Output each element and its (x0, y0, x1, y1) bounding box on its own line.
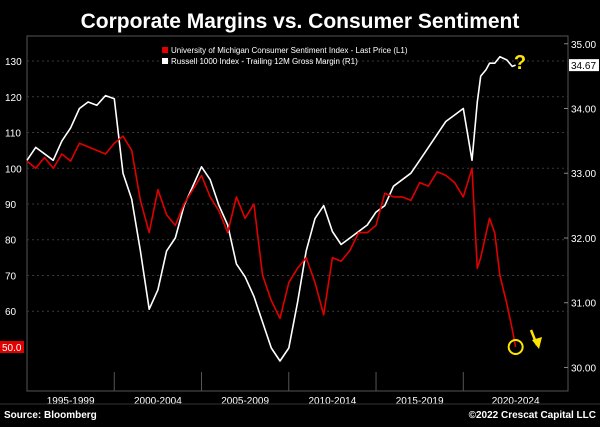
margin-line (26, 55, 516, 362)
right-tick-label: 33.00 (571, 169, 596, 180)
down-arrow-icon (529, 329, 542, 349)
right-axis: 30.00 31.00 32.00 33.00 34.00 35.00 (564, 40, 596, 374)
last-value-margin: 34.67 (571, 61, 596, 72)
sentiment-line (26, 135, 517, 348)
copyright-note: ©2022 Crescat Capital LLC (469, 410, 596, 421)
x-period-label: 2015-2019 (396, 396, 444, 407)
legend: University of Michigan Consumer Sentimen… (162, 46, 408, 66)
right-tick-label: 35.00 (571, 40, 596, 51)
x-period-label: 1995-1999 (47, 396, 95, 407)
legend-label-sentiment: University of Michigan Consumer Sentimen… (171, 46, 408, 55)
left-tick-label: 70 (5, 271, 17, 282)
x-period-label: 2020-2024 (492, 396, 540, 407)
left-tick-label: 110 (5, 129, 21, 140)
right-tick-label: 30.00 (571, 363, 596, 374)
plot-frame (26, 35, 569, 392)
right-tick-label: 34.00 (571, 105, 596, 116)
left-tick-label: 80 (5, 236, 17, 247)
chart-title: Corporate Margins vs. Consumer Sentiment (81, 10, 520, 33)
x-axis: 1995-1999 2000-2004 2005-2009 2010-2014 2015… (47, 372, 540, 407)
left-tick-label: 120 (5, 93, 22, 104)
left-tick-label: 90 (5, 200, 17, 211)
right-tick-label: 32.00 (571, 234, 596, 245)
legend-swatch-margin (162, 58, 168, 64)
series-lines (26, 55, 517, 362)
source-note: Source: Bloomberg (4, 410, 97, 421)
legend-label-margin: Russell 1000 Index - Trailing 12M Gross … (171, 57, 358, 66)
last-value-sentiment: 50.0 (2, 343, 22, 354)
left-tick-label: 130 (5, 57, 22, 68)
legend-swatch-sentiment (162, 47, 168, 53)
right-tick-label: 31.00 (571, 299, 596, 310)
last-value-badge-margin: 34.67 (569, 59, 599, 72)
highlight-circle (507, 338, 524, 355)
x-period-label: 2005-2009 (221, 396, 269, 407)
question-mark-annotation: ? (514, 52, 526, 74)
left-axis: 60 70 80 90 100 110 120 130 (5, 57, 22, 318)
x-period-label: 2000-2004 (134, 396, 182, 407)
x-period-label: 2010-2014 (308, 396, 356, 407)
left-tick-label: 60 (5, 307, 17, 318)
last-value-badge-sentiment: 50.0 (0, 340, 24, 354)
left-tick-label: 100 (5, 164, 22, 175)
